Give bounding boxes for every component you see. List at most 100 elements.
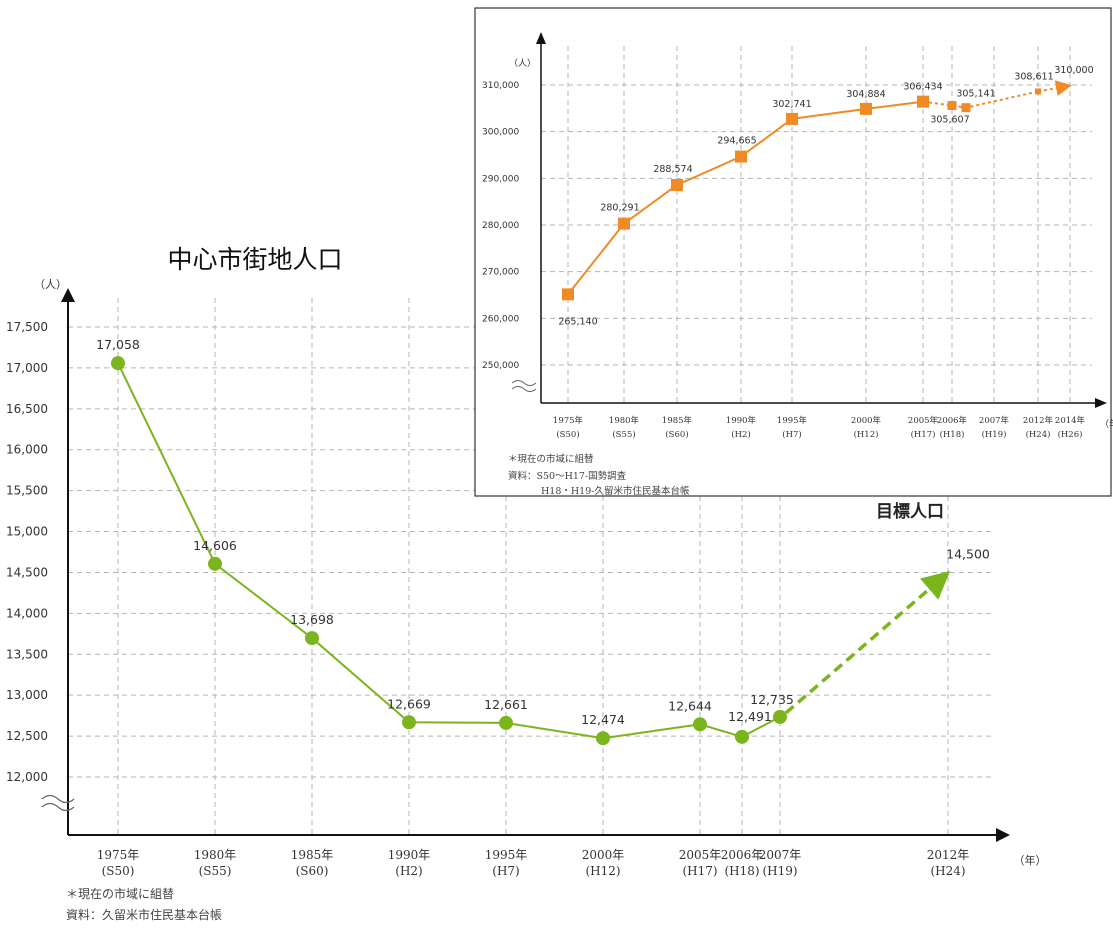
inset-x-tick-era: (H19) bbox=[982, 429, 1007, 440]
main-data-point bbox=[402, 715, 416, 729]
main-y-tick-label: 12,500 bbox=[6, 729, 48, 743]
main-x-tick-year: 2007年 bbox=[759, 848, 802, 862]
main-data-point bbox=[111, 356, 125, 370]
inset-data-label: 294,665 bbox=[717, 136, 756, 147]
inset-data-label: 306,434 bbox=[903, 82, 942, 93]
inset-y-tick-label: 300,000 bbox=[482, 128, 519, 138]
main-data-point bbox=[305, 631, 319, 645]
inset-data-point bbox=[618, 218, 630, 230]
inset-x-axis-unit-label: （年） bbox=[1100, 418, 1113, 430]
x-axis-unit-label: （年） bbox=[1014, 853, 1047, 867]
inset-projection-label: 308,611 bbox=[1014, 71, 1053, 82]
main-y-tick-label: 13,500 bbox=[6, 647, 48, 661]
main-y-tick-label: 15,500 bbox=[6, 484, 48, 498]
inset-data-point bbox=[735, 151, 747, 163]
inset-projection-label: 305,607 bbox=[930, 115, 969, 126]
main-x-tick-year: 2006年 bbox=[721, 848, 764, 862]
inset-x-tick-year: 2014年 bbox=[1055, 415, 1086, 426]
inset-data-point bbox=[786, 113, 798, 125]
main-y-tick-label: 17,000 bbox=[6, 361, 48, 375]
inset-x-tick-era: (S55) bbox=[612, 429, 635, 440]
inset-x-tick-year: 2006年 bbox=[937, 415, 968, 426]
main-x-tick-year: 2005年 bbox=[679, 848, 722, 862]
inset-data-label: 265,140 bbox=[558, 316, 597, 327]
inset-data-label: 288,574 bbox=[653, 164, 692, 175]
y-axis-unit-label: （人） bbox=[34, 278, 67, 291]
main-data-point bbox=[596, 731, 610, 745]
inset-x-tick-year: 1990年 bbox=[726, 415, 757, 426]
inset-projection-point bbox=[1035, 88, 1041, 94]
main-note-2: 資料：久留米市住民基本台帳 bbox=[66, 907, 222, 922]
main-data-point bbox=[208, 557, 222, 571]
main-x-tick-era: (H7) bbox=[492, 864, 519, 878]
main-y-tick-label: 15,000 bbox=[6, 525, 48, 539]
main-x-tick-year: 1985年 bbox=[291, 848, 334, 862]
inset-x-tick-era: (H12) bbox=[854, 429, 879, 440]
inset-x-tick-era: (H17) bbox=[911, 429, 936, 440]
main-axis-break-mark bbox=[42, 796, 74, 811]
main-data-label: 12,491 bbox=[728, 709, 772, 724]
inset-y-tick-label: 260,000 bbox=[482, 314, 519, 324]
main-data-label: 12,735 bbox=[750, 692, 794, 707]
main-y-tick-labels: 17,500 17,000 16,500 16,000 15,500 15,000 14,5… bbox=[6, 320, 48, 784]
main-x-tick-year: 2012年 bbox=[927, 848, 970, 862]
inset-x-tick-era: (H7) bbox=[782, 429, 801, 440]
inset-x-tick-year: 2012年 bbox=[1023, 415, 1054, 426]
main-y-tick-label: 12,000 bbox=[6, 770, 48, 784]
inset-x-tick-year: 2005年 bbox=[908, 415, 939, 426]
main-data-point bbox=[735, 730, 749, 744]
inset-x-tick-era: (S60) bbox=[665, 429, 688, 440]
main-y-tick-label: 14,000 bbox=[6, 606, 48, 620]
main-y-tick-label: 17,500 bbox=[6, 320, 48, 334]
main-data-label: 12,644 bbox=[668, 698, 712, 713]
main-data-label: 12,474 bbox=[581, 712, 625, 727]
main-data-label: 13,698 bbox=[290, 612, 334, 627]
main-y-tick-label: 13,000 bbox=[6, 688, 48, 702]
inset-x-tick-era: (H24) bbox=[1026, 429, 1051, 440]
main-x-tick-labels: 1975年 (S50) 1980年 (S55) 1985年 (S60) 1990年 (H2) 1… bbox=[97, 848, 970, 878]
main-note-1: ＊現在の市域に組替 bbox=[66, 886, 174, 901]
target-projection-arrow bbox=[786, 575, 945, 712]
inset-note-1: ＊現在の市域に組替 bbox=[508, 453, 594, 465]
inset-y-tick-label: 290,000 bbox=[482, 174, 519, 184]
inset-y-tick-label: 280,000 bbox=[482, 221, 519, 231]
target-population-label: 目標人口 bbox=[876, 501, 944, 522]
inset-y-tick-label: 270,000 bbox=[482, 268, 519, 278]
inset-x-tick-era: (H2) bbox=[731, 429, 750, 440]
chart-title: 中心市街地人口 bbox=[167, 245, 342, 274]
main-x-tick-era: (H17) bbox=[682, 864, 717, 878]
main-y-tick-label: 16,000 bbox=[6, 443, 48, 457]
city-population-inset-chart: （人） （年） 310,000 300,000 290,000 280,000 270,… bbox=[475, 8, 1113, 497]
inset-projection-label: 310,000 bbox=[1054, 65, 1093, 76]
inset-x-tick-era: (H26) bbox=[1058, 429, 1083, 440]
main-x-tick-year: 1990年 bbox=[388, 848, 431, 862]
inset-y-tick-label: 310,000 bbox=[482, 81, 519, 91]
main-data-label: 12,669 bbox=[387, 696, 431, 711]
inset-data-label: 280,291 bbox=[600, 203, 639, 214]
inset-note-2: 資料：S50～H17-国勢調査 bbox=[508, 470, 627, 482]
inset-data-point bbox=[860, 103, 872, 115]
main-data-label: 14,606 bbox=[193, 538, 237, 553]
inset-data-point bbox=[917, 96, 929, 108]
inset-x-tick-year: 2007年 bbox=[979, 415, 1010, 426]
inset-x-tick-year: 1995年 bbox=[777, 415, 808, 426]
main-y-tick-label: 16,500 bbox=[6, 402, 48, 416]
inset-data-label: 302,741 bbox=[772, 99, 811, 110]
inset-x-tick-year: 1980年 bbox=[609, 415, 640, 426]
main-x-tick-era: (S50) bbox=[102, 864, 135, 878]
main-x-axis-arrow bbox=[996, 828, 1010, 842]
main-data-label: 12,661 bbox=[484, 697, 528, 712]
main-x-tick-year: 1975年 bbox=[97, 848, 140, 862]
main-data-label: 17,058 bbox=[96, 337, 140, 352]
inset-projection-point bbox=[948, 101, 957, 110]
inset-x-tick-era: (S50) bbox=[556, 429, 579, 440]
main-data-point bbox=[773, 710, 787, 724]
inset-data-point bbox=[562, 288, 574, 300]
main-x-tick-era: (H2) bbox=[395, 864, 422, 878]
main-data-point bbox=[499, 716, 513, 730]
main-x-tick-year: 2000年 bbox=[582, 848, 625, 862]
main-y-tick-label: 14,500 bbox=[6, 565, 48, 579]
inset-note-3: H18・H19-久留米市住民基本台帳 bbox=[541, 485, 690, 497]
inset-x-tick-era: (H18) bbox=[940, 429, 965, 440]
